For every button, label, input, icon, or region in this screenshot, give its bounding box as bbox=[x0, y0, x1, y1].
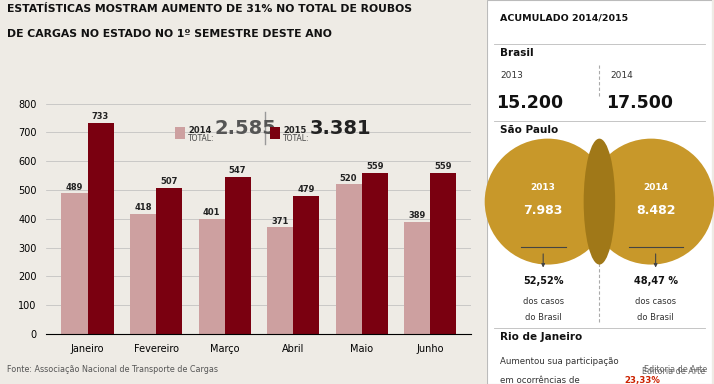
Text: Editoria de Arte: Editoria de Arte bbox=[642, 367, 705, 376]
Text: 7.983: 7.983 bbox=[523, 204, 563, 217]
Bar bbox=[198, 218, 225, 334]
Text: Editoria de Arte: Editoria de Arte bbox=[643, 366, 707, 374]
Text: 507: 507 bbox=[161, 177, 178, 186]
Text: São Paulo: São Paulo bbox=[501, 125, 558, 135]
Text: 17.500: 17.500 bbox=[606, 94, 673, 112]
Text: ACUMULADO 2014/2015: ACUMULADO 2014/2015 bbox=[501, 13, 628, 22]
Text: 2.585: 2.585 bbox=[215, 119, 277, 139]
Bar bbox=[267, 227, 293, 334]
Bar bbox=[404, 222, 430, 334]
Text: dos casos: dos casos bbox=[635, 297, 676, 306]
Text: em ocorrências de: em ocorrências de bbox=[501, 376, 583, 384]
Text: 2013: 2013 bbox=[531, 182, 555, 192]
Ellipse shape bbox=[485, 139, 610, 265]
Text: do Brasil: do Brasil bbox=[525, 313, 561, 321]
Bar bbox=[156, 188, 182, 334]
Text: TOTAL:: TOTAL: bbox=[283, 134, 309, 143]
Bar bbox=[225, 177, 251, 334]
Bar bbox=[430, 173, 456, 334]
Bar bbox=[336, 184, 361, 334]
Text: Aumentou sua participação: Aumentou sua participação bbox=[501, 357, 619, 366]
Text: 733: 733 bbox=[92, 112, 109, 121]
Text: DE CARGAS NO ESTADO NO 1º SEMESTRE DESTE ANO: DE CARGAS NO ESTADO NO 1º SEMESTRE DESTE… bbox=[7, 29, 332, 39]
Text: Fonte: Associação Nacional de Transporte de Cargas: Fonte: Associação Nacional de Transporte… bbox=[7, 366, 218, 374]
Text: 2015: 2015 bbox=[283, 126, 306, 135]
Text: TOTAL:: TOTAL: bbox=[188, 134, 214, 143]
Text: 2013: 2013 bbox=[501, 71, 523, 80]
Text: 15.200: 15.200 bbox=[496, 94, 563, 112]
Text: 48,47 %: 48,47 % bbox=[633, 276, 678, 286]
Text: 559: 559 bbox=[434, 162, 452, 171]
Text: 401: 401 bbox=[203, 208, 221, 217]
Ellipse shape bbox=[583, 139, 615, 265]
Text: 2014: 2014 bbox=[188, 126, 211, 135]
Text: 23,33%: 23,33% bbox=[624, 376, 660, 384]
FancyBboxPatch shape bbox=[487, 0, 712, 384]
Text: Brasil: Brasil bbox=[501, 48, 534, 58]
Bar bbox=[61, 193, 88, 334]
Text: 52,52%: 52,52% bbox=[523, 276, 563, 286]
Text: 418: 418 bbox=[134, 203, 152, 212]
Text: do Brasil: do Brasil bbox=[638, 313, 674, 321]
Bar bbox=[88, 123, 114, 334]
FancyBboxPatch shape bbox=[175, 127, 185, 139]
Text: dos casos: dos casos bbox=[523, 297, 564, 306]
Text: 3.381: 3.381 bbox=[310, 119, 371, 139]
Text: 2014: 2014 bbox=[643, 182, 668, 192]
Bar bbox=[361, 173, 388, 334]
Text: 520: 520 bbox=[340, 174, 357, 183]
Bar bbox=[130, 214, 156, 334]
Ellipse shape bbox=[588, 139, 714, 265]
Text: 2014: 2014 bbox=[610, 71, 633, 80]
Text: 547: 547 bbox=[228, 166, 246, 175]
Text: 489: 489 bbox=[66, 182, 84, 192]
Text: 371: 371 bbox=[271, 217, 288, 225]
FancyBboxPatch shape bbox=[270, 127, 280, 139]
Text: 389: 389 bbox=[408, 211, 426, 220]
Bar bbox=[293, 196, 319, 334]
Text: 559: 559 bbox=[366, 162, 383, 171]
Text: ESTATÍSTICAS MOSTRAM AUMENTO DE 31% NO TOTAL DE ROUBOS: ESTATÍSTICAS MOSTRAM AUMENTO DE 31% NO T… bbox=[7, 4, 412, 14]
Text: 8.482: 8.482 bbox=[636, 204, 675, 217]
Text: 479: 479 bbox=[298, 185, 315, 194]
Text: Rio de Janeiro: Rio de Janeiro bbox=[501, 332, 583, 342]
